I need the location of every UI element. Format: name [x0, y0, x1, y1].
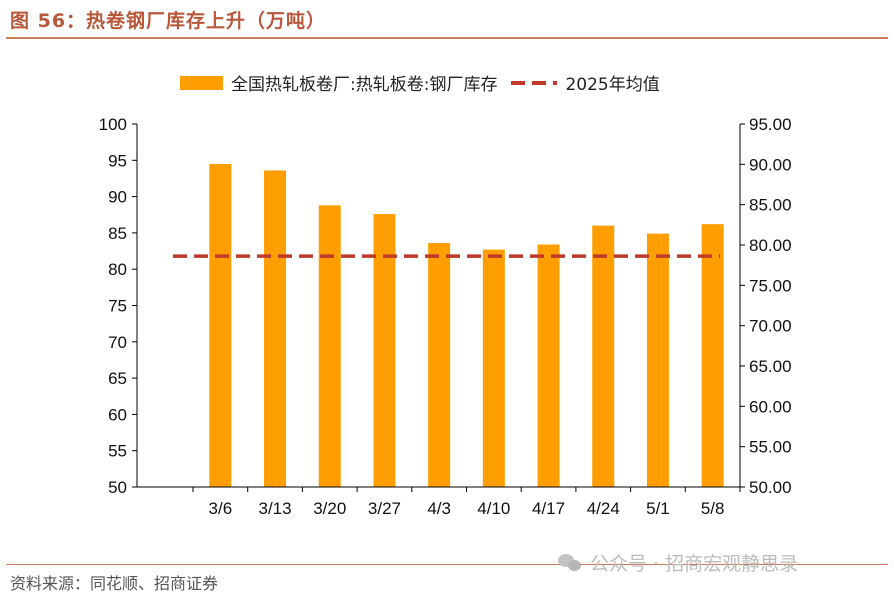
y-left-tick-label: 65: [108, 369, 127, 388]
y-right-tick-label: 90.00: [749, 155, 792, 174]
y-right-tick-label: 70.00: [749, 317, 792, 336]
y-left-tick-label: 70: [108, 333, 127, 352]
legend-bar-label: 全国热轧板卷厂:热轧板卷:钢厂库存: [231, 75, 498, 95]
y-left-tick-label: 55: [108, 442, 127, 461]
y-left-tick-label: 80: [108, 260, 127, 279]
source-note: 资料来源：同花顺、招商证券: [10, 574, 219, 593]
x-tick-label: 3/13: [259, 499, 292, 518]
x-tick-label: 3/6: [209, 499, 233, 518]
bar-3/6: [209, 163, 232, 487]
bar-4/10: [482, 249, 505, 487]
legend-line-label: 2025年均值: [565, 75, 660, 95]
y-left-tick-label: 85: [108, 224, 127, 243]
x-tick-label: 5/1: [646, 499, 670, 518]
y-right-tick-label: 75.00: [749, 276, 792, 295]
legend-bar-swatch: [180, 75, 223, 90]
y-right-tick-label: 80.00: [749, 236, 792, 255]
bar-5/8: [701, 224, 724, 488]
watermark: 公众号 · 招商宏观静思录: [558, 549, 798, 576]
watermark-text: 公众号 · 招商宏观静思录: [590, 553, 799, 575]
figure-title: 图 56：热卷钢厂库存上升（万吨）: [10, 10, 327, 32]
x-tick-label: 4/10: [477, 499, 510, 518]
y-right-tick-label: 55.00: [749, 438, 792, 457]
bar-4/3: [428, 243, 451, 487]
y-right-tick-label: 60.00: [749, 397, 792, 416]
title-divider: [6, 37, 888, 39]
y-left-tick-label: 100: [99, 115, 127, 134]
y-left-tick-label: 75: [108, 297, 127, 316]
bar-4/17: [537, 244, 560, 487]
y-right-tick-label: 85.00: [749, 196, 792, 215]
y-left-tick-label: 50: [108, 478, 127, 497]
y-left-tick-label: 60: [108, 405, 127, 424]
x-tick-label: 4/3: [427, 499, 451, 518]
y-right-tick-label: 95.00: [749, 115, 792, 134]
bar-3/13: [264, 170, 287, 488]
x-tick-label: 5/8: [701, 499, 725, 518]
footer-divider: [6, 564, 888, 565]
bar-5/1: [646, 233, 669, 487]
y-left-tick-label: 95: [108, 151, 127, 170]
y-right-tick-label: 65.00: [749, 357, 792, 376]
y-right-tick-label: 50.00: [749, 478, 792, 497]
x-tick-label: 3/20: [313, 499, 346, 518]
legend-line-swatch: [511, 80, 558, 85]
bar-3/27: [373, 214, 396, 488]
bar-3/20: [318, 205, 341, 487]
chart-legend: 全国热轧板卷厂:热轧板卷:钢厂库存 2025年均值: [180, 70, 660, 95]
bar-4/24: [592, 225, 615, 487]
x-tick-label: 4/24: [587, 499, 620, 518]
wechat-icon: [558, 553, 584, 572]
x-tick-label: 3/27: [368, 499, 401, 518]
x-tick-label: 4/17: [532, 499, 565, 518]
y-left-tick-label: 90: [108, 188, 127, 207]
